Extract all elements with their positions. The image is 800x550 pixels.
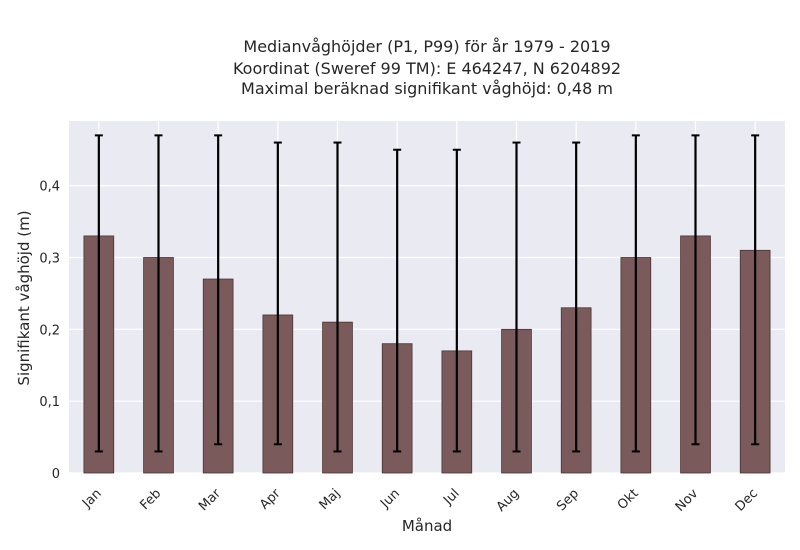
x-tick-label: Jan — [79, 486, 104, 511]
x-tick-label: Sep — [554, 486, 582, 514]
chart-title-line-2: Koordinat (Sweref 99 TM): E 464247, N 62… — [233, 59, 621, 78]
x-tick-label: Okt — [615, 486, 642, 513]
y-axis-label: Signifikant våghöjd (m) — [15, 210, 33, 385]
x-tick-label: Dec — [733, 486, 761, 514]
x-tick-label: Jun — [377, 486, 403, 512]
y-tick-label: 0 — [52, 467, 60, 482]
x-tick-label: Jul — [440, 486, 462, 508]
chart-title-line-1: Medianvåghöjder (P1, P99) för år 1979 - … — [243, 37, 610, 56]
x-tick-label: Aug — [494, 486, 523, 515]
error-bars — [94, 134, 760, 453]
y-axis-ticks: 0 0,1 0,2 0,3 0,4 — [39, 180, 60, 482]
x-tick-label: Apr — [257, 486, 284, 513]
y-tick-label: 0,3 — [39, 251, 60, 266]
chart-title-line-3: Maximal beräknad signifikant våghöjd: 0,… — [241, 79, 613, 98]
x-tick-label: Maj — [317, 486, 344, 513]
y-tick-label: 0,4 — [39, 180, 60, 195]
x-axis-ticks: Jan Feb Mar Apr Maj Jun Jul Aug Sep Okt Nov Dec — [79, 486, 761, 515]
x-axis-label: Månad — [402, 517, 452, 535]
x-tick-label: Feb — [137, 486, 164, 513]
plot-area — [69, 121, 785, 473]
x-tick-label: Mar — [196, 486, 224, 514]
x-tick-label: Nov — [673, 486, 702, 515]
y-tick-label: 0,2 — [39, 323, 60, 338]
y-tick-label: 0,1 — [39, 395, 60, 410]
